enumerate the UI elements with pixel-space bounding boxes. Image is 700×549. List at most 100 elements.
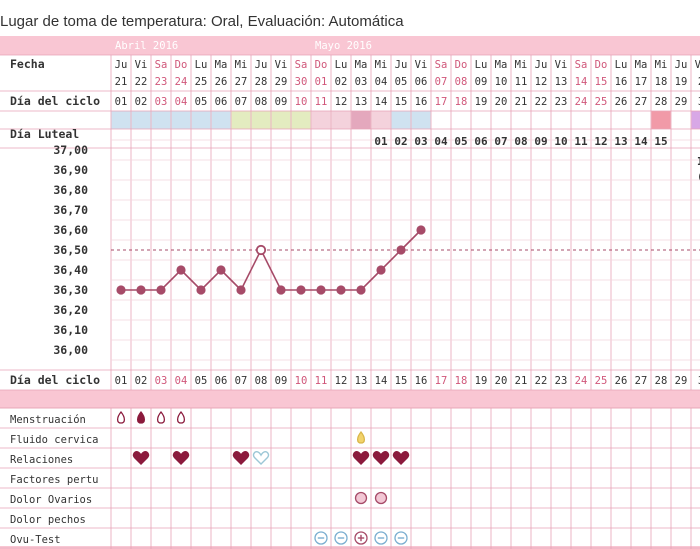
cycle-day-label-bottom: 14 [375, 375, 388, 387]
weekday-label: Sa [575, 59, 588, 71]
date-label: 21 [115, 76, 128, 88]
heart-icon [352, 450, 370, 465]
cycle-day-label: 10 [295, 96, 308, 108]
weekday-label: Mi [655, 59, 668, 71]
luteal-day-label: 11 [574, 135, 588, 148]
weekday-label: Vi [135, 59, 148, 71]
cycle-day-label: 07 [235, 96, 248, 108]
chart-grid [0, 54, 700, 549]
cycle-day-label-bottom: 22 [535, 375, 548, 387]
cycle-color-cell [211, 111, 231, 129]
date-label: 30 [295, 76, 308, 88]
date-label: 27 [235, 76, 248, 88]
symptom-label: Relaciones [10, 454, 73, 466]
edge-fragment: ( [697, 170, 700, 183]
cycle-day-label-bottom: 19 [475, 375, 488, 387]
fluid-drop-icon [356, 430, 366, 444]
luteal-day-label: 08 [514, 135, 527, 148]
weekday-label: Do [315, 59, 328, 71]
cycle-day-label: 3 [698, 96, 700, 108]
cycle-day-label: 28 [655, 96, 668, 108]
cycle-day-label: 19 [475, 96, 488, 108]
ovary-pain-icon [354, 491, 368, 505]
menstruation-drop-icon [156, 410, 166, 424]
heart-icon [172, 450, 190, 465]
temperature-point [136, 285, 146, 295]
cycle-day-label-bottom: 17 [435, 375, 448, 387]
weekday-label: Lu [195, 59, 208, 71]
cycle-day-label: 15 [395, 96, 408, 108]
date-label: 28 [255, 76, 268, 88]
cycle-color-cell [651, 111, 671, 129]
temperature-point [416, 225, 426, 235]
temperature-point [156, 285, 166, 295]
luteal-day-label: 04 [434, 135, 448, 148]
menstruation-drop-icon [176, 410, 186, 424]
cycle-day-label: 13 [355, 96, 368, 108]
cycle-day-label: 05 [195, 96, 208, 108]
luteal-day-label: 09 [534, 135, 547, 148]
cycle-day-label: 27 [635, 96, 648, 108]
temperature-point [216, 265, 226, 275]
edge-fragment: I [697, 155, 700, 168]
y-tick-label: 36,00 [53, 343, 88, 357]
cycle-day-label-bottom: 3 [698, 375, 700, 387]
cycle-day-label-bottom: 07 [235, 375, 248, 387]
date-label: 24 [175, 76, 188, 88]
cycle-day-label-bottom: 13 [355, 375, 368, 387]
temperature-point [116, 285, 126, 295]
weekday-label: Do [175, 59, 188, 71]
date-label: 04 [375, 76, 388, 88]
temperature-point-hollow [255, 244, 267, 256]
luteal-day-label: 15 [654, 135, 667, 148]
cycle-color-cell [131, 111, 151, 129]
cycle-day-label: 22 [535, 96, 548, 108]
date-label: 13 [555, 76, 568, 88]
y-tick-label: 36,50 [53, 243, 88, 257]
weekday-label: Mi [235, 59, 248, 71]
symptom-label: Fluido cervica [10, 434, 99, 446]
cycle-day-label: 04 [175, 96, 188, 108]
cycle-day-label: 24 [575, 96, 588, 108]
weekday-label: Sa [295, 59, 308, 71]
y-tick-label: 36,90 [53, 163, 88, 177]
cycle-day-label-bottom: 27 [635, 375, 648, 387]
temperature-point [196, 285, 206, 295]
date-label: 11 [515, 76, 528, 88]
symptom-label: Dolor pechos [10, 514, 86, 526]
luteal-day-label: 01 [374, 135, 388, 148]
weekday-label: Ma [635, 59, 648, 71]
dia-ciclo-label-bottom: Día del ciclo [10, 373, 100, 387]
cycle-color-cell [271, 111, 291, 129]
cycle-day-label: 26 [615, 96, 628, 108]
weekday-label: Ma [215, 59, 228, 71]
heart-icon [372, 450, 390, 465]
date-label: 22 [135, 76, 148, 88]
temperature-point [336, 285, 346, 295]
cycle-color-cell [411, 111, 431, 129]
weekday-label: Vi [555, 59, 568, 71]
heart-icon [132, 450, 150, 465]
cycle-day-label-bottom: 25 [595, 375, 608, 387]
cycle-color-cell [331, 111, 351, 129]
date-label: 17 [635, 76, 648, 88]
date-label: 15 [595, 76, 608, 88]
temperature-point [236, 285, 246, 295]
y-tick-label: 36,60 [53, 223, 88, 237]
symptom-label: Menstruación [10, 414, 86, 426]
month-label: Abril 2016 [115, 40, 178, 52]
date-label: 02 [335, 76, 348, 88]
date-label: 10 [495, 76, 508, 88]
weekday-label: Ju [255, 59, 268, 71]
luteal-day-label: 12 [594, 135, 607, 148]
cycle-day-label: 02 [135, 96, 148, 108]
cycle-day-label-bottom: 24 [575, 375, 588, 387]
cycle-day-label: 14 [375, 96, 388, 108]
y-tick-label: 36,20 [53, 303, 88, 317]
luteal-day-label: 07 [494, 135, 507, 148]
cycle-day-label: 09 [275, 96, 288, 108]
weekday-label: Ma [355, 59, 368, 71]
month-band [0, 36, 700, 55]
date-label: 26 [215, 76, 228, 88]
